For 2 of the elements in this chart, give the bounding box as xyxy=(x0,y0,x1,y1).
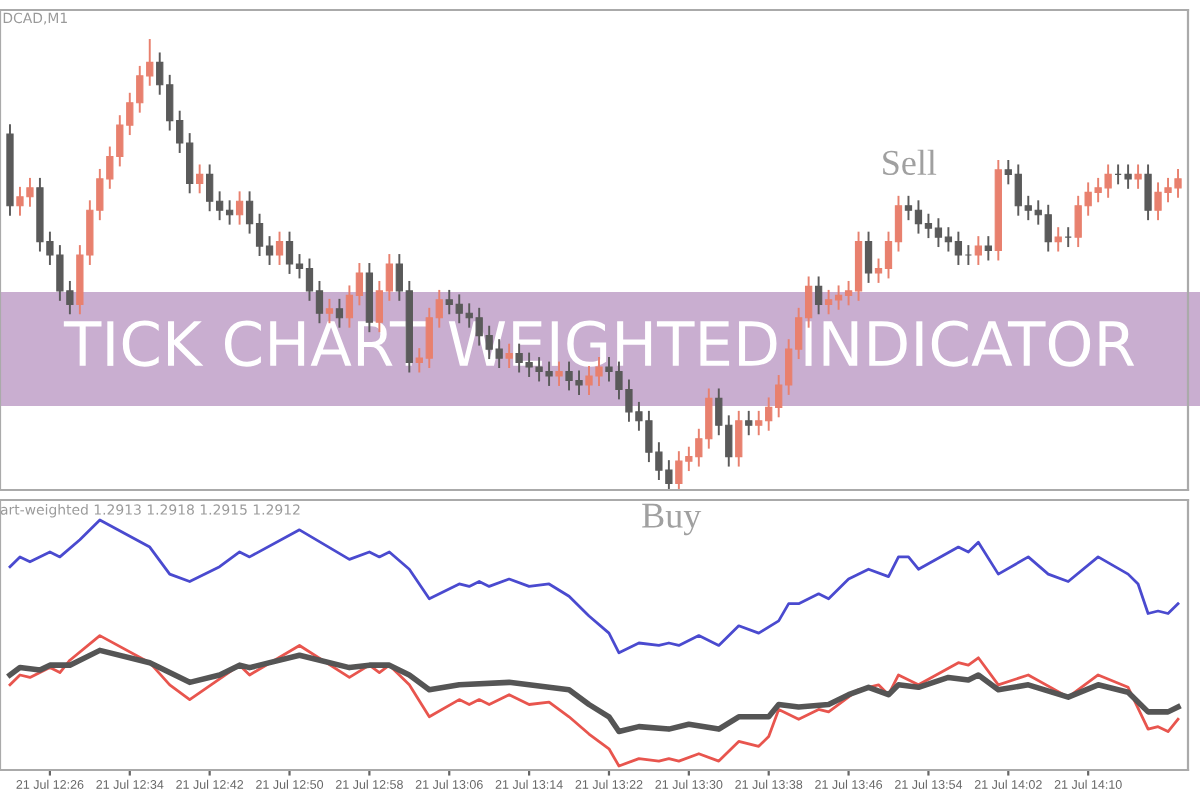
annotation: Buy xyxy=(642,503,702,536)
annotation: Sell xyxy=(883,149,937,176)
